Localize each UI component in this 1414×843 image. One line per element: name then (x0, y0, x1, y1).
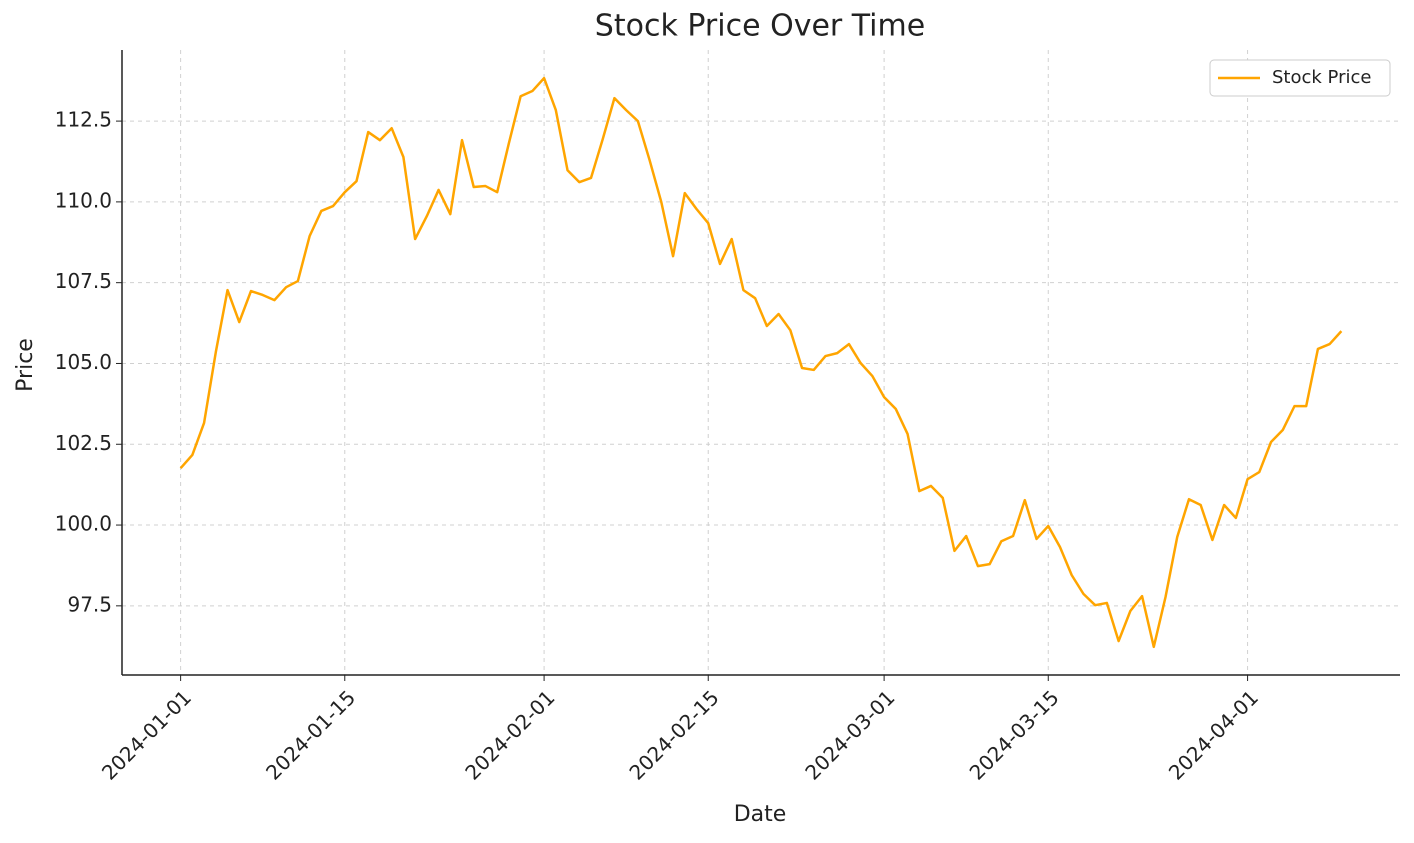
y-tick-label: 105.0 (55, 350, 112, 374)
y-tick-label: 102.5 (55, 431, 112, 455)
y-tick-label: 100.0 (55, 512, 112, 536)
y-tick-label: 97.5 (67, 592, 112, 616)
chart-title: Stock Price Over Time (595, 9, 925, 44)
x-tick-label: 2024-01-15 (261, 685, 360, 784)
x-tick-label: 2024-03-15 (965, 685, 1064, 784)
y-tick-label: 112.5 (55, 108, 112, 132)
y-tick-label: 107.5 (55, 269, 112, 293)
x-tick-label: 2024-02-01 (460, 685, 559, 784)
x-tick-label: 2024-03-01 (800, 685, 899, 784)
y-axis-label: Price (13, 338, 38, 392)
legend-box (1209, 59, 1391, 97)
x-axis-label: Date (734, 802, 787, 827)
line (179, 76, 1343, 649)
legend-label: Stock Price (1272, 67, 1371, 88)
x-tick-label: 2024-04-01 (1164, 685, 1263, 784)
x-tick-label: 2024-01-01 (97, 685, 196, 784)
x-tick-label: 2024-02-15 (625, 685, 724, 784)
y-tick-label: 110.0 (55, 188, 112, 212)
